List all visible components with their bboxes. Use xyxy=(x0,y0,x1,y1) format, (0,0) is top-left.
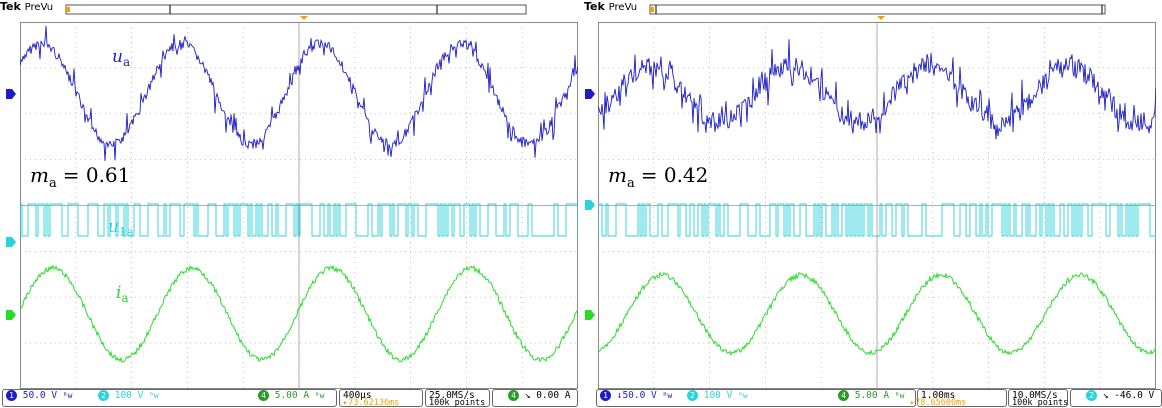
ch2-ground-marker[interactable] xyxy=(6,237,16,247)
ch2-badge[interactable]: 2 xyxy=(98,390,109,401)
ch4-badge[interactable]: 4 xyxy=(258,390,269,401)
scope-panel-right: Tek PreVu ma = 0.42 1 ↓50.0 V ᴮw 2 100 V … xyxy=(584,0,1162,408)
record-position-bar[interactable] xyxy=(65,4,527,15)
ch1-scale: 50.0 V xyxy=(22,390,58,401)
brand-logo: Tek PreVu xyxy=(0,0,54,13)
label-ia: ia xyxy=(116,283,129,305)
ch1-scale: ↓50.0 V xyxy=(616,390,657,401)
ch1-voltage-trace xyxy=(598,39,1156,140)
graticule xyxy=(598,22,1156,389)
modulation-index-label: ma = 0.61 xyxy=(30,163,130,191)
ch4-scale: 5.00 A xyxy=(274,390,310,401)
label-u1a: u1a xyxy=(108,217,134,239)
delay-value: ▸73.62136ms xyxy=(343,398,400,408)
record-position-bar[interactable] xyxy=(649,4,1106,15)
trigger-position-marker xyxy=(66,7,70,12)
status-bar: 1 50.0 V ᴮw 2 100 V ᴮw 4 5.00 A ᴮw 400µs… xyxy=(0,388,578,408)
status-bar: 1 ↓50.0 V ᴮw 2 100 V ᴮw 4 5.00 A ᴮw 1.00… xyxy=(584,388,1162,408)
ch2-scale: 100 V xyxy=(703,390,733,401)
label-ua: ua xyxy=(112,47,130,69)
trigger-position-marker xyxy=(650,7,654,12)
trigger-source-badge: 4 xyxy=(508,390,519,401)
trigger-arrow-icon xyxy=(300,16,308,20)
scope-top-bar: Tek PreVu xyxy=(584,0,1162,20)
trigger-arrow-icon xyxy=(877,16,885,20)
ch4-current-trace xyxy=(598,271,1156,357)
ch4-bw-icon: ᴮw xyxy=(894,391,905,400)
ch1-badge[interactable]: 1 xyxy=(600,390,611,401)
graticule xyxy=(20,22,578,389)
scope-panel-left: Tek PreVu ua u1a ia ma = 0.61 1 50.0 V ᴮw… xyxy=(0,0,578,408)
scope-top-bar: Tek PreVu xyxy=(0,0,578,20)
ch2-pulse-trace xyxy=(598,203,1156,237)
ch2-bw-icon: ᴮw xyxy=(149,391,159,400)
trigger-level: -46.0 V xyxy=(1114,390,1155,401)
ch2-bw-icon: ᴮw xyxy=(738,391,748,400)
falling-edge-icon: ↘ xyxy=(1102,390,1109,401)
delay-value: ▸78.65600ms xyxy=(910,398,967,408)
brand-logo: Tek PreVu xyxy=(584,0,638,13)
ch2-ground-marker[interactable] xyxy=(585,200,595,210)
falling-edge-icon: ↘ xyxy=(524,390,531,401)
waveform-plot-right: ma = 0.42 xyxy=(598,22,1156,389)
ch2-pulse-trace xyxy=(20,203,578,237)
ch2-scale: 100 V xyxy=(114,390,144,401)
trigger-source-badge: 2 xyxy=(1086,390,1097,401)
ch1-ground-marker[interactable] xyxy=(585,89,595,99)
trigger-level: 0.00 A xyxy=(536,390,571,401)
ch4-scale: 5.00 A xyxy=(854,390,890,401)
ch4-badge[interactable]: 4 xyxy=(838,390,849,401)
sample-rate: 25.0MS/s xyxy=(429,390,475,401)
ch4-ground-marker[interactable] xyxy=(585,310,595,320)
record-length: 100k points xyxy=(429,398,486,408)
ch4-current-trace xyxy=(20,264,578,363)
timebase-value: 1.00ms xyxy=(921,390,956,401)
ch4-ground-marker[interactable] xyxy=(6,310,16,320)
modulation-index-label: ma = 0.42 xyxy=(608,163,708,191)
ch1-bw-icon: ᴮw xyxy=(62,391,73,400)
ch1-badge[interactable]: 1 xyxy=(6,390,17,401)
ch2-badge[interactable]: 2 xyxy=(687,390,698,401)
ch1-voltage-trace xyxy=(20,25,578,161)
timebase-value: 400µs xyxy=(343,390,372,401)
sample-rate: 10.0MS/s xyxy=(1012,390,1058,401)
ch1-ground-marker[interactable] xyxy=(6,89,16,99)
ch4-bw-icon: ᴮw xyxy=(314,391,325,400)
waveform-plot-left: ua u1a ia ma = 0.61 xyxy=(20,22,578,389)
ch1-bw-icon: ᴮw xyxy=(662,391,673,400)
record-length: 100k points xyxy=(1012,398,1069,408)
